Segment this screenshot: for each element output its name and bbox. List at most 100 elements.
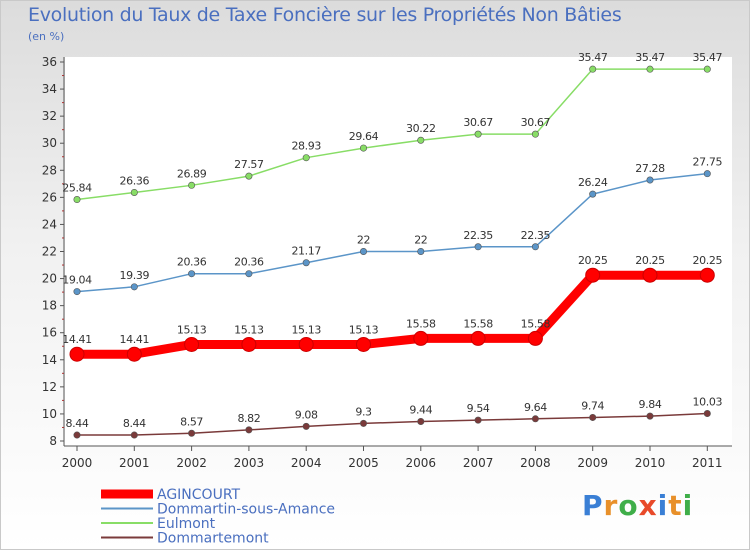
data-label: 22 (414, 234, 427, 247)
y-tick-label: 24 (42, 217, 57, 231)
data-point (126, 346, 142, 362)
data-point (298, 336, 314, 352)
data-point (699, 267, 715, 283)
y-tick-label: 12 (42, 380, 57, 394)
x-tick-label: 2004 (291, 456, 322, 470)
data-label: 8.57 (180, 415, 203, 428)
data-point (130, 188, 138, 196)
y-tick-label: 32 (42, 109, 57, 123)
data-label: 21.17 (291, 245, 321, 258)
data-point (413, 330, 429, 346)
y-tick-label: 36 (42, 55, 57, 69)
data-label: 15.58 (463, 317, 493, 330)
series-line-Dommartin-sous-Amance (76, 172, 709, 293)
x-tick-label: 2000 (62, 456, 93, 470)
data-point (474, 243, 482, 251)
y-tick-label: 16 (42, 326, 57, 340)
y-tick-label: 22 (42, 245, 57, 259)
data-label: 14.41 (120, 333, 150, 346)
series-line-Dommartemont (76, 412, 709, 436)
logo-letter: P (582, 489, 604, 522)
data-label: 29.64 (349, 130, 379, 143)
data-label: 20.25 (578, 254, 608, 267)
data-point (703, 65, 711, 73)
data-label: 20.25 (693, 254, 723, 267)
data-point (589, 413, 597, 421)
data-point (302, 422, 310, 430)
data-label: 22 (357, 234, 370, 247)
data-label: 15.13 (177, 323, 207, 336)
data-label: 15.13 (234, 323, 264, 336)
data-point (184, 336, 200, 352)
legend-label: Dommartin-sous-Amance (157, 502, 335, 518)
logo-letter: i (682, 489, 694, 522)
data-point (531, 243, 539, 251)
data-label: 25.84 (62, 182, 92, 195)
x-tick-label: 2007 (463, 456, 494, 470)
data-point (703, 410, 711, 418)
data-label: 9.08 (295, 408, 318, 421)
data-point (585, 267, 601, 283)
data-point (474, 416, 482, 424)
data-point (646, 65, 654, 73)
data-point (69, 346, 85, 362)
y-tick-label: 10 (42, 407, 57, 421)
data-point (646, 176, 654, 184)
x-tick-label: 2006 (406, 456, 437, 470)
data-label: 15.13 (349, 323, 379, 336)
data-point (703, 170, 711, 178)
data-label: 22.35 (521, 229, 551, 242)
data-label: 26.89 (177, 167, 207, 180)
series-line-AGINCOURT (72, 270, 712, 359)
y-tick-label: 14 (42, 353, 57, 367)
data-label: 8.44 (123, 417, 146, 430)
data-point (589, 65, 597, 73)
data-label: 26.36 (120, 174, 150, 187)
data-point (527, 330, 543, 346)
data-point (589, 190, 597, 198)
data-point (531, 130, 539, 138)
logo-letter: x (638, 489, 658, 522)
data-point (245, 172, 253, 180)
data-label: 10.03 (693, 396, 723, 409)
x-tick-label: 2005 (348, 456, 379, 470)
data-label: 28.93 (291, 140, 321, 153)
data-point (188, 429, 196, 437)
data-label: 15.13 (291, 323, 321, 336)
data-label: 35.47 (693, 51, 723, 64)
y-tick-label: 18 (42, 299, 57, 313)
data-point (417, 248, 425, 256)
logo-letter: o (618, 489, 639, 522)
y-tick-label: 26 (42, 190, 57, 204)
logo-letter: t (668, 489, 683, 522)
data-label: 35.47 (578, 51, 608, 64)
data-label: 8.44 (66, 417, 89, 430)
data-point (130, 431, 138, 439)
proxiti-logo: Proxiti (582, 489, 693, 522)
legend-label: AGINCOURT (157, 487, 241, 503)
data-label: 27.57 (234, 158, 264, 171)
data-point (130, 283, 138, 291)
data-label: 20.36 (234, 256, 264, 269)
data-point (359, 144, 367, 152)
data-point (642, 267, 658, 283)
data-label: 26.24 (578, 176, 608, 189)
data-point (359, 248, 367, 256)
data-point (302, 154, 310, 162)
data-point (417, 136, 425, 144)
chart-title: Evolution du Taux de Taxe Foncière sur l… (28, 4, 622, 26)
data-point (531, 415, 539, 423)
data-point (417, 418, 425, 426)
data-label: 15.58 (406, 317, 436, 330)
data-point (73, 431, 81, 439)
y-tick-label: 20 (42, 272, 57, 286)
data-label: 14.41 (62, 333, 92, 346)
data-label: 27.28 (635, 162, 665, 175)
series-line-Eulmont (76, 68, 709, 201)
data-point (646, 412, 654, 420)
data-point (188, 270, 196, 278)
data-label: 9.64 (524, 401, 547, 414)
data-label: 9.74 (581, 399, 604, 412)
data-point (245, 270, 253, 278)
